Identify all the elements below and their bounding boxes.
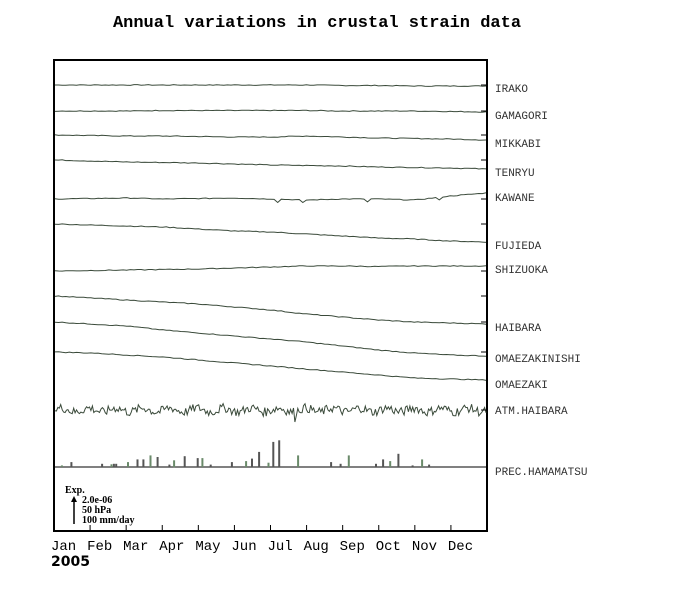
month-label: Sep <box>340 539 365 555</box>
scale-pressure: 50 hPa <box>82 505 111 516</box>
series-label: FUJIEDA <box>495 241 542 253</box>
precip-bar <box>267 462 270 467</box>
series-line-atm-haibara <box>54 402 487 423</box>
series-label: OMAEZAKI <box>495 380 548 392</box>
precip-bar <box>397 453 400 467</box>
series-label: KAWANE <box>495 193 535 205</box>
month-label: Nov <box>412 539 437 555</box>
series-line-kawane <box>54 192 487 204</box>
precip-bar <box>382 459 385 467</box>
precip-bar <box>330 462 333 467</box>
series-line-mikkabi <box>54 134 487 141</box>
precip-bar <box>297 455 300 467</box>
precip-bar <box>60 465 63 467</box>
precip-bar <box>156 457 159 467</box>
precip-bar <box>230 462 233 467</box>
month-label: May <box>195 539 220 555</box>
precip-bar <box>428 464 431 467</box>
series-label: TENRYU <box>495 168 535 180</box>
scale-precip: 100 mm/day <box>82 515 135 526</box>
precip-bar <box>272 441 275 467</box>
month-label: Feb <box>87 539 112 555</box>
precip-bar <box>245 461 248 467</box>
series-line-shizuoka <box>54 265 487 272</box>
series-line-haibara <box>54 295 487 325</box>
precip-bar <box>251 458 253 467</box>
precip-bar <box>173 460 176 468</box>
precip-bar <box>347 455 350 467</box>
month-label: Dec <box>448 539 473 555</box>
series-label: OMAEZAKINISHI <box>495 354 581 366</box>
series-line-omaezakinishi <box>54 321 487 357</box>
scale-strain: 2.0e-06 <box>82 495 112 506</box>
precip-bar <box>258 451 261 467</box>
month-label: Jan <box>51 539 76 555</box>
precip-bar <box>142 459 145 467</box>
series-label: PREC.HAMAMATSU <box>495 467 587 479</box>
precip-bar <box>375 463 377 467</box>
series-label: HAIBARA <box>495 323 542 335</box>
series-line-gamagori <box>54 109 487 113</box>
precip-bar <box>196 458 199 467</box>
series-line-fujieda <box>54 223 487 243</box>
chart-title: Annual variations in crustal strain data <box>112 14 522 33</box>
month-label: Jul <box>268 539 293 555</box>
scale-legend: Exp. 2.0e-06 50 hPa 100 mm/day <box>65 485 135 526</box>
precip-bar <box>168 464 171 467</box>
precip-bar <box>278 440 281 467</box>
series-label: ATM.HAIBARA <box>495 406 568 418</box>
precip-bar <box>101 463 104 467</box>
precip-bar <box>339 463 342 467</box>
precip-bar <box>127 462 129 467</box>
precip-bar <box>70 462 73 467</box>
series-label: MIKKABI <box>495 139 541 151</box>
precip-bar <box>389 461 392 467</box>
scale-heading: Exp. <box>65 485 85 496</box>
month-label: Oct <box>376 539 401 555</box>
month-label: Jun <box>231 539 256 555</box>
month-label: Aug <box>304 539 329 555</box>
arrow-head-icon <box>71 496 77 502</box>
precip-bar <box>421 459 424 467</box>
precip-bar <box>110 464 113 467</box>
series-line-omaezaki <box>54 351 487 381</box>
month-label: Apr <box>159 539 184 555</box>
series-line-tenryu <box>54 159 487 170</box>
precip-bar <box>112 463 115 467</box>
series-label: SHIZUOKA <box>495 265 548 277</box>
precip-bar <box>115 463 118 467</box>
precip-bar <box>201 458 204 467</box>
series-line-irako <box>55 84 487 87</box>
series-label: GAMAGORI <box>495 111 548 123</box>
precip-bar <box>149 455 152 467</box>
precip-bar <box>209 464 212 467</box>
precip-bar <box>136 459 139 467</box>
year-label: 2005 <box>51 554 90 570</box>
precip-bar <box>411 465 414 467</box>
precip-bar <box>183 456 186 467</box>
month-label: Mar <box>123 539 148 555</box>
series-label: IRAKO <box>495 84 528 96</box>
